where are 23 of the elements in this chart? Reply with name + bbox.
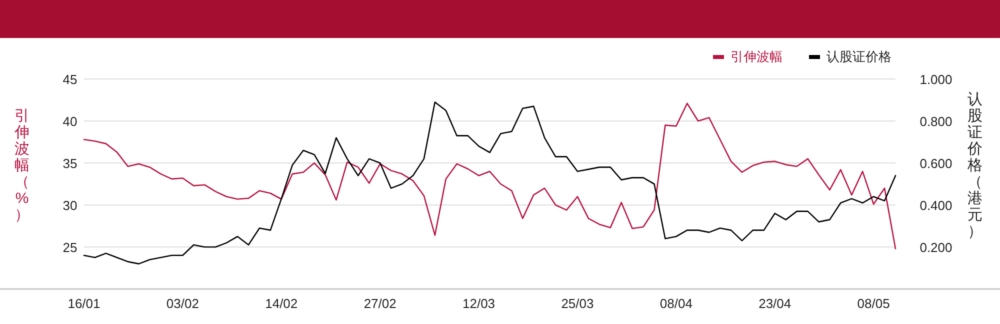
y-tick-label: 40 (62, 114, 78, 129)
legend-label: 认股证价格 (826, 48, 892, 66)
x-tick-label: 14/02 (265, 296, 298, 311)
x-tick-label: 23/04 (758, 296, 792, 311)
x-tick-label: 08/05 (857, 296, 890, 311)
x-tick-label: 12/03 (462, 296, 496, 311)
y-tick-label: 25 (62, 240, 78, 255)
y-tick-label: 30 (62, 198, 78, 213)
y-axis-title: 引伸波幅（%） (14, 108, 30, 224)
y-tick-label: 45 (62, 72, 78, 87)
y2-tick-label: 0.600 (920, 156, 952, 171)
y2-tick-label: 0.800 (920, 114, 952, 129)
x-tick-label: 03/02 (166, 296, 199, 311)
y-tick-label: 35 (62, 156, 78, 171)
x-tick-label: 25/03 (561, 296, 594, 311)
x-tick-label: 27/02 (364, 296, 396, 311)
y2-tick-label: 1.000 (920, 72, 952, 87)
x-tick-label: 08/04 (660, 296, 692, 311)
x-tick-label: 16/01 (68, 296, 100, 311)
legend-label: 引伸波幅 (730, 48, 782, 66)
y2-tick-label: 0.400 (920, 198, 952, 213)
text: 认股证价格（港元） (968, 91, 982, 240)
y2-tick-label: 0.200 (920, 240, 952, 255)
